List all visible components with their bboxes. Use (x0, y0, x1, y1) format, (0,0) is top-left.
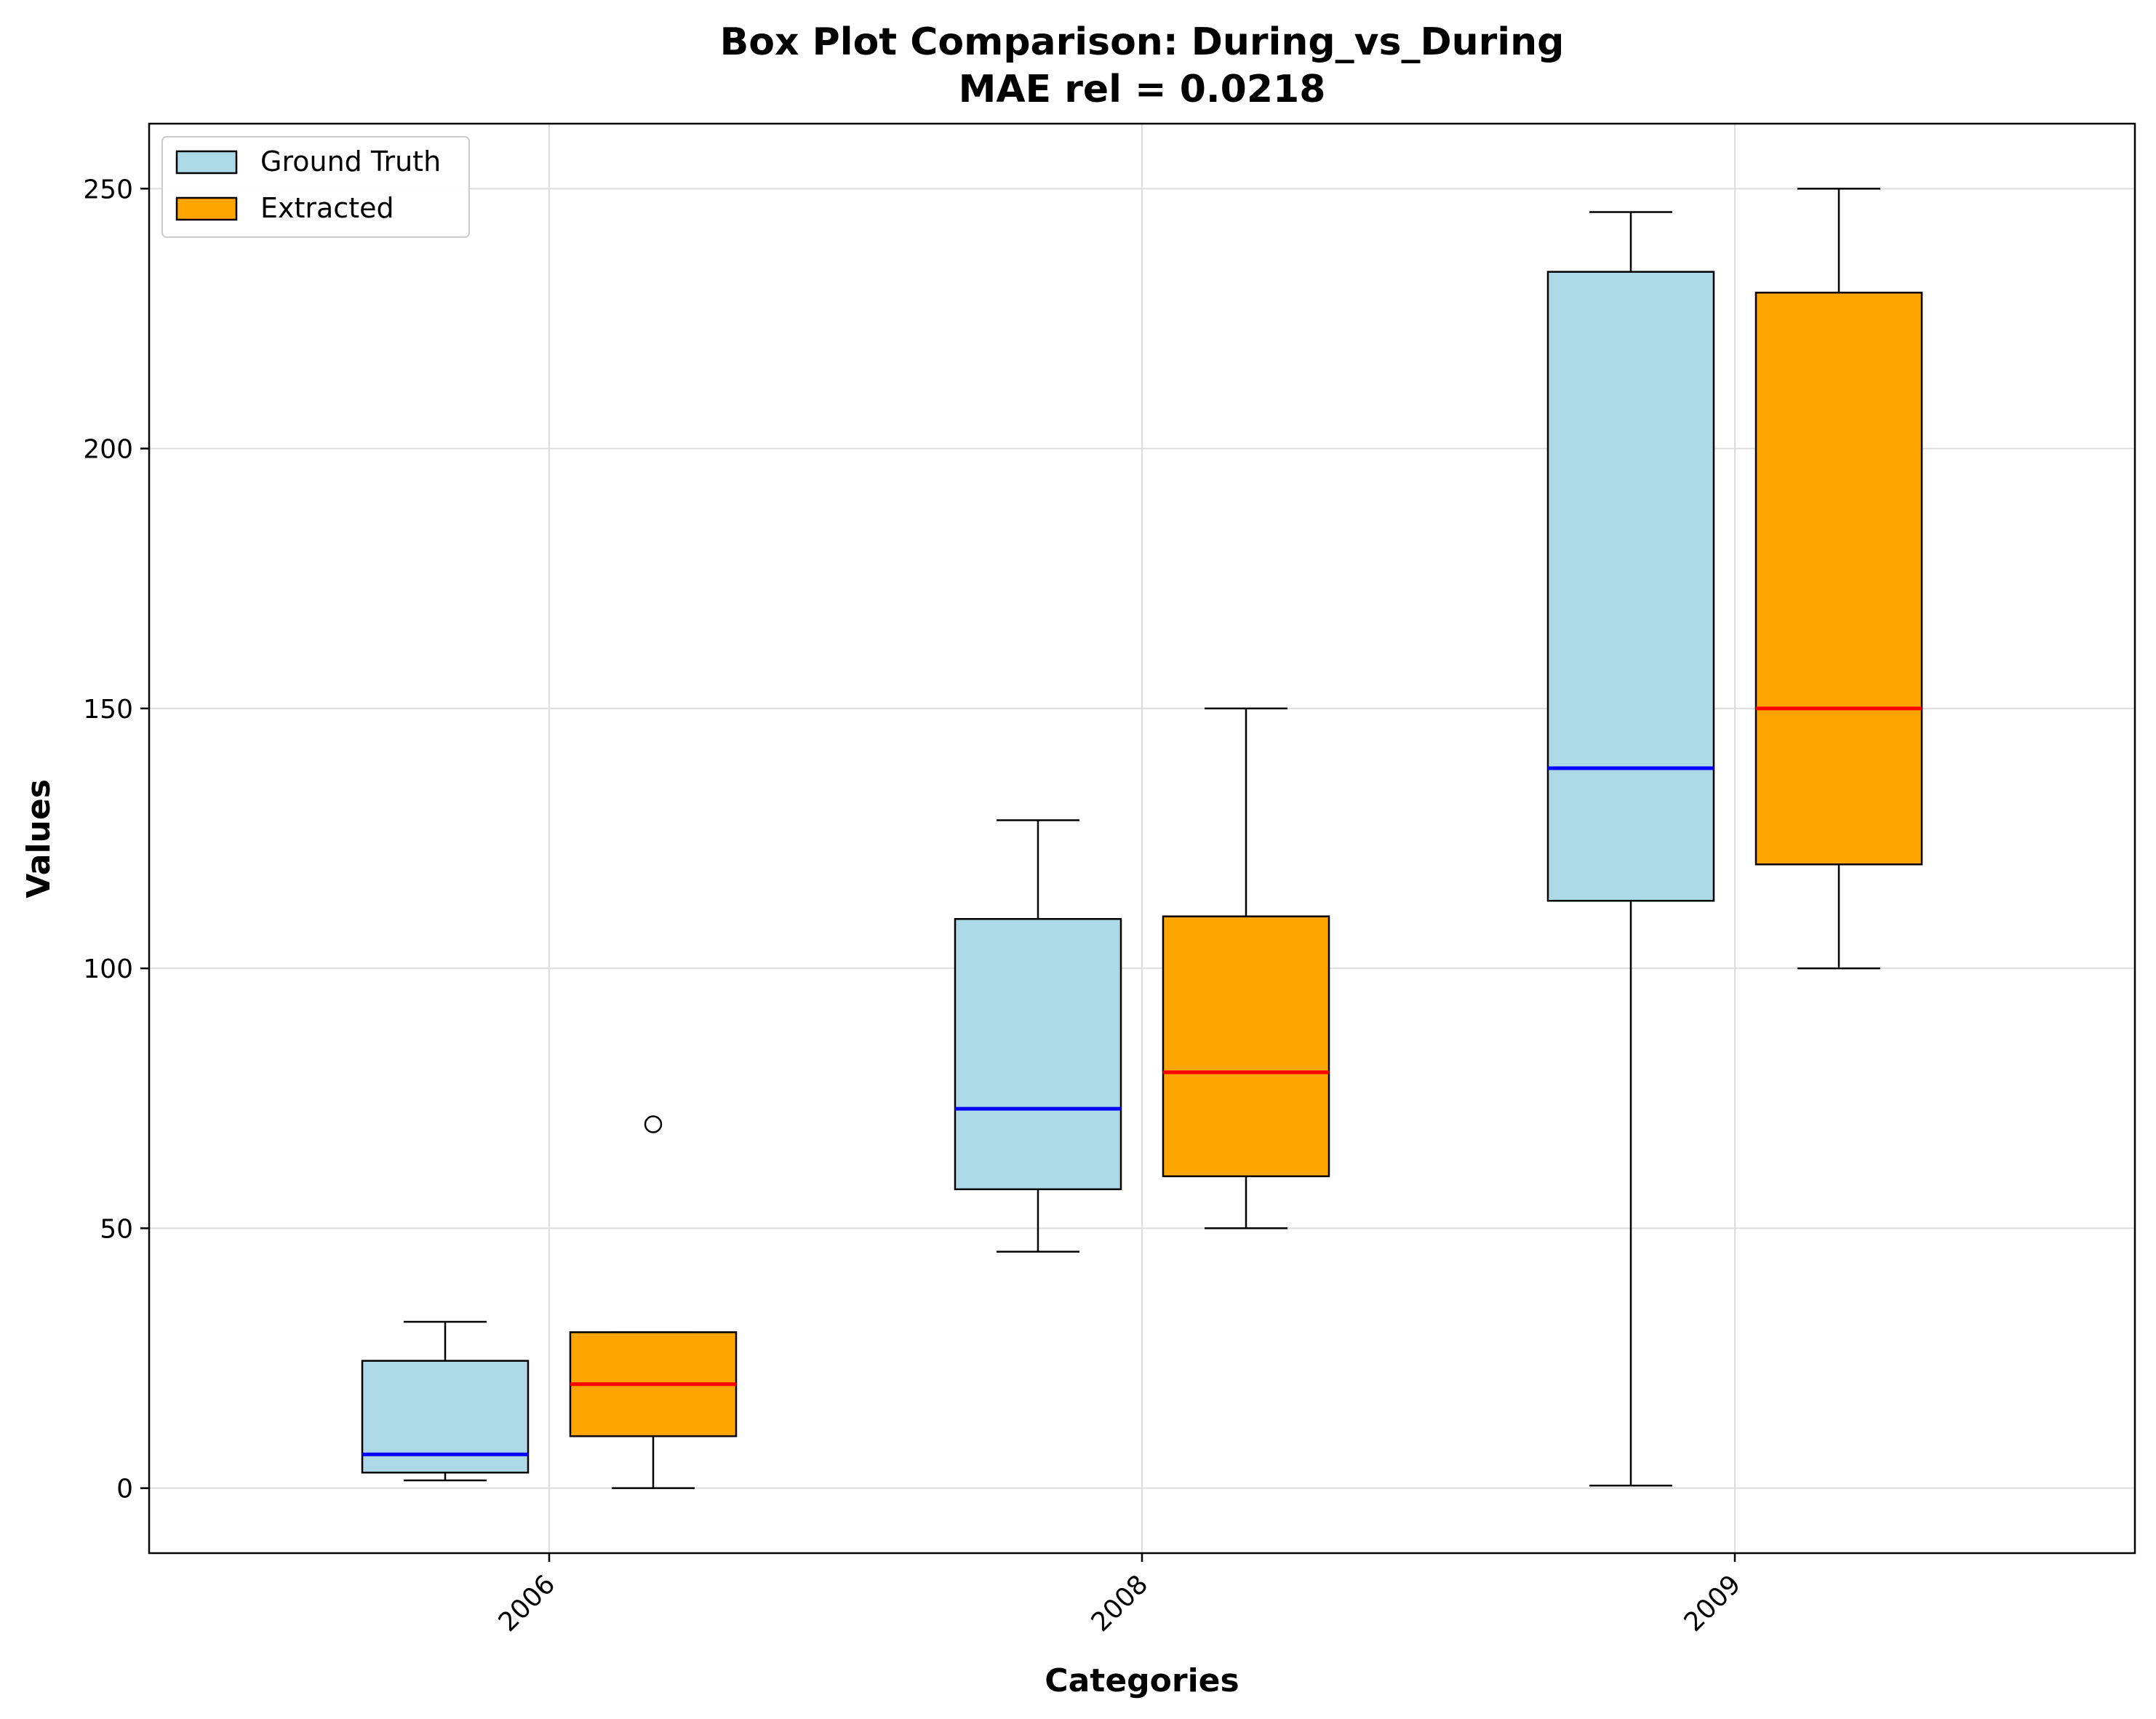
box-layer (361, 188, 1923, 1489)
y-tick-label: 100 (83, 954, 133, 984)
legend-label: Ground Truth (260, 145, 441, 178)
legend: Ground Truth Extracted (161, 136, 470, 238)
box-extracted (569, 1115, 738, 1489)
chart-title: Box Plot Comparison: During_vs_During (720, 20, 1565, 64)
box-body (1162, 915, 1330, 1178)
legend-swatch (175, 196, 238, 221)
y-tick-label: 50 (100, 1214, 133, 1244)
x-tick-label: 2006 (493, 1569, 562, 1638)
box-body (954, 918, 1122, 1191)
y-tick-label: 200 (83, 435, 133, 465)
axis-ticks: 0 50 100 150 200 250 2006 2008 2009 (83, 175, 1746, 1638)
x-axis-title: Categories (1045, 1662, 1239, 1699)
legend-swatch (175, 150, 238, 175)
box-ground-truth (1546, 211, 1715, 1487)
x-tick-label: 2008 (1086, 1569, 1154, 1638)
box-extracted (1754, 188, 1923, 970)
grid-lines (149, 124, 2135, 1553)
legend-box: Ground Truth Extracted (161, 136, 470, 238)
y-axis-title: Values (20, 779, 57, 898)
chart-subtitle: MAE rel = 0.0218 (959, 68, 1326, 111)
legend-frame (161, 136, 470, 238)
box-ground-truth (361, 1320, 530, 1482)
box-body (1754, 291, 1923, 866)
outlier-point (644, 1115, 663, 1133)
box-body (1546, 271, 1715, 902)
box-extracted (1162, 707, 1330, 1229)
y-tick-label: 250 (83, 175, 133, 204)
y-tick-label: 150 (83, 695, 133, 725)
x-tick-label: 2009 (1679, 1569, 1747, 1638)
box-ground-truth (954, 819, 1122, 1253)
y-tick-label: 0 (116, 1475, 133, 1504)
legend-label: Extracted (260, 192, 394, 224)
